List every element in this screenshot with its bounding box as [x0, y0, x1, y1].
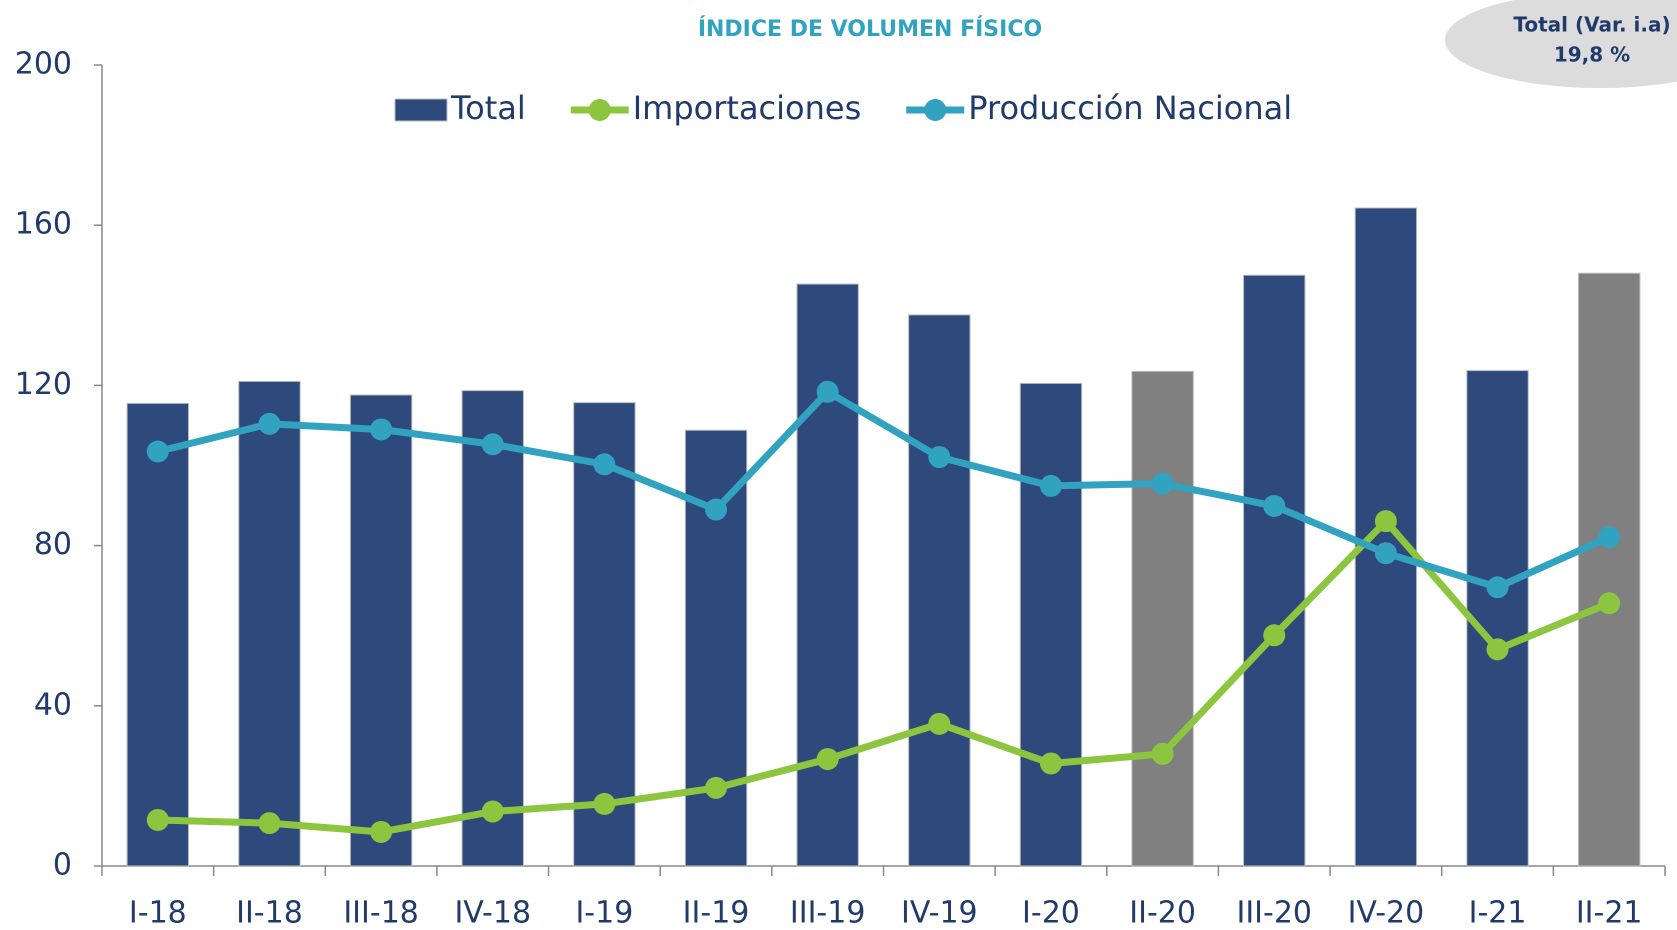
point — [1374, 542, 1397, 565]
annotation-bubble — [1445, 0, 1677, 88]
x-tick-label: IV-20 — [1348, 896, 1425, 930]
bar — [908, 314, 971, 867]
point — [928, 712, 951, 735]
point — [1598, 592, 1621, 615]
point — [481, 800, 504, 823]
x-tick-label: II-21 — [1576, 896, 1643, 930]
point — [1263, 494, 1286, 517]
point — [1486, 576, 1509, 599]
legend-swatch — [394, 98, 448, 122]
line — [157, 517, 1611, 836]
bar — [1466, 370, 1529, 867]
x-tick-label: II-19 — [683, 896, 750, 930]
bar — [1243, 274, 1306, 867]
point — [1039, 474, 1062, 497]
bar — [1577, 272, 1641, 867]
annotation: 19,8 % — [1554, 43, 1630, 67]
x-tick-label: I-20 — [1022, 896, 1080, 930]
legend-swatch — [588, 99, 611, 121]
y-tick-label: 200 — [15, 47, 72, 82]
legend-swatch — [924, 99, 947, 121]
x-tick-label: I-21 — [1469, 896, 1527, 930]
bar — [796, 283, 859, 867]
x-tick-label: II-18 — [236, 896, 303, 930]
point — [146, 440, 169, 463]
x-tick-label: I-19 — [575, 896, 633, 930]
point — [928, 446, 951, 469]
annotation: Total (Var. i.a) — [1513, 13, 1670, 37]
bar — [1131, 370, 1194, 867]
point — [705, 498, 728, 521]
point — [1151, 472, 1174, 495]
x-tick-label: III-19 — [790, 896, 866, 930]
bar — [684, 429, 748, 867]
point — [1486, 638, 1509, 661]
point — [1598, 526, 1621, 549]
x-tick-label: I-18 — [129, 896, 187, 930]
x-tick-label: IV-19 — [901, 896, 978, 930]
y-tick-label: 40 — [34, 687, 72, 722]
point — [1039, 752, 1062, 775]
point — [258, 412, 281, 435]
legend-label: Total — [450, 89, 526, 127]
bar — [126, 402, 190, 867]
line — [156, 388, 1611, 591]
bar — [238, 380, 301, 867]
point — [1263, 624, 1286, 647]
point — [370, 418, 393, 441]
x-tick-label: III-18 — [343, 896, 419, 930]
chart-title: ÍNDICE DE VOLUMEN FÍSICO — [698, 16, 1042, 42]
point — [146, 808, 169, 831]
point — [816, 748, 839, 771]
bar — [349, 394, 413, 867]
x-tick-label: II-20 — [1129, 896, 1196, 930]
y-tick-label: 80 — [34, 527, 72, 562]
point — [370, 820, 393, 843]
x-tick-label: III-20 — [1236, 896, 1312, 930]
bar — [461, 390, 524, 867]
bar — [1019, 382, 1083, 867]
point — [593, 792, 616, 815]
point — [705, 776, 728, 799]
point — [816, 380, 839, 403]
y-tick-label: 0 — [53, 848, 72, 883]
bar — [573, 402, 636, 867]
legend-label: Importaciones — [633, 89, 862, 127]
point — [481, 433, 504, 456]
point — [258, 812, 281, 835]
legend-label: Producción Nacional — [968, 89, 1292, 127]
bar — [1354, 207, 1418, 867]
point — [1151, 742, 1174, 765]
point — [593, 453, 616, 476]
y-tick-label: 160 — [15, 207, 72, 242]
x-tick-label: IV-18 — [454, 896, 531, 930]
y-tick-label: 120 — [15, 367, 72, 402]
point — [1374, 510, 1397, 533]
